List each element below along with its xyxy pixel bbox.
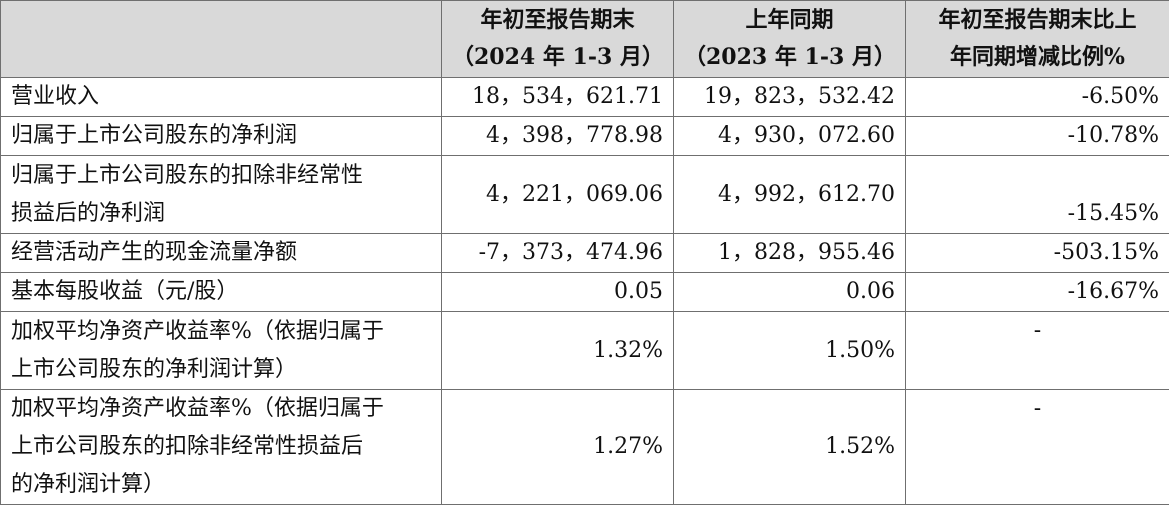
row-label-line1: 归属于上市公司股东的扣除非经常性 [11, 157, 431, 195]
row-label: 加权平均净资产收益率%（依据归属于 上市公司股东的扣除非经常性损益后 的净利润计… [1, 390, 442, 505]
row-label: 加权平均净资产收益率%（依据归属于 上市公司股东的净利润计算） [1, 312, 442, 390]
row-current-value: 4，221，069.06 [442, 156, 674, 234]
row-current-value: 1.27% [442, 390, 674, 505]
row-change-value: - [906, 312, 1169, 390]
row-prior-value: 4，992，612.70 [674, 156, 906, 234]
row-current-value: 4，398，778.98 [442, 117, 674, 156]
table-row: 经营活动产生的现金流量净额 -7，373，474.96 1，828，955.46… [1, 234, 1169, 273]
row-current-value: 1.32% [442, 312, 674, 390]
row-label-line2: 上市公司股东的净利润计算） [11, 351, 431, 389]
row-prior-value: 1.50% [674, 312, 906, 390]
header-current-period: 年初至报告期末 （2024 年 1-3 月） [442, 1, 674, 78]
row-change-value: -15.45% [906, 156, 1169, 234]
row-change-value: -6.50% [906, 78, 1169, 117]
header-blank-cell [1, 1, 442, 78]
row-current-value: -7，373，474.96 [442, 234, 674, 273]
header-current-line2: （2024 年 1-3 月） [452, 39, 663, 76]
header-change-line2: 年同期增减比例% [916, 39, 1159, 76]
header-change-line1: 年初至报告期末比上 [916, 2, 1159, 39]
table-row: 归属于上市公司股东的扣除非经常性 损益后的净利润 4，221，069.06 4，… [1, 156, 1169, 234]
table-row: 加权平均净资产收益率%（依据归属于 上市公司股东的扣除非经常性损益后 的净利润计… [1, 390, 1169, 505]
row-label-line1: 加权平均净资产收益率%（依据归属于 [11, 313, 431, 351]
header-change-ratio: 年初至报告期末比上 年同期增减比例% [906, 1, 1169, 78]
table-row: 基本每股收益（元/股） 0.05 0.06 -16.67% [1, 273, 1169, 312]
row-label-line2: 损益后的净利润 [11, 195, 431, 233]
row-change-value: -16.67% [906, 273, 1169, 312]
row-change-value: -503.15% [906, 234, 1169, 273]
table-row: 营业收入 18，534，621.71 19，823，532.42 -6.50% [1, 78, 1169, 117]
row-label-line3: 的净利润计算） [11, 466, 431, 504]
row-label: 经营活动产生的现金流量净额 [1, 234, 442, 273]
header-prior-period: 上年同期 （2023 年 1-3 月） [674, 1, 906, 78]
row-label: 归属于上市公司股东的净利润 [1, 117, 442, 156]
row-prior-value: 0.06 [674, 273, 906, 312]
row-change-value: -10.78% [906, 117, 1169, 156]
row-label: 基本每股收益（元/股） [1, 273, 442, 312]
row-label-line2: 上市公司股东的扣除非经常性损益后 [11, 428, 431, 466]
row-label-line1: 加权平均净资产收益率%（依据归属于 [11, 390, 431, 428]
row-prior-value: 19，823，532.42 [674, 78, 906, 117]
row-prior-value: 1.52% [674, 390, 906, 505]
table-row: 加权平均净资产收益率%（依据归属于 上市公司股东的净利润计算） 1.32% 1.… [1, 312, 1169, 390]
row-label: 营业收入 [1, 78, 442, 117]
row-current-value: 18，534，621.71 [442, 78, 674, 117]
row-change-value: - [906, 390, 1169, 505]
header-prior-line1: 上年同期 [684, 2, 895, 39]
header-current-line1: 年初至报告期末 [452, 2, 663, 39]
header-prior-line2: （2023 年 1-3 月） [684, 39, 895, 76]
row-label: 归属于上市公司股东的扣除非经常性 损益后的净利润 [1, 156, 442, 234]
row-prior-value: 1，828，955.46 [674, 234, 906, 273]
table-row: 归属于上市公司股东的净利润 4，398，778.98 4，930，072.60 … [1, 117, 1169, 156]
row-prior-value: 4，930，072.60 [674, 117, 906, 156]
row-current-value: 0.05 [442, 273, 674, 312]
table-header: 年初至报告期末 （2024 年 1-3 月） 上年同期 （2023 年 1-3 … [1, 1, 1169, 78]
